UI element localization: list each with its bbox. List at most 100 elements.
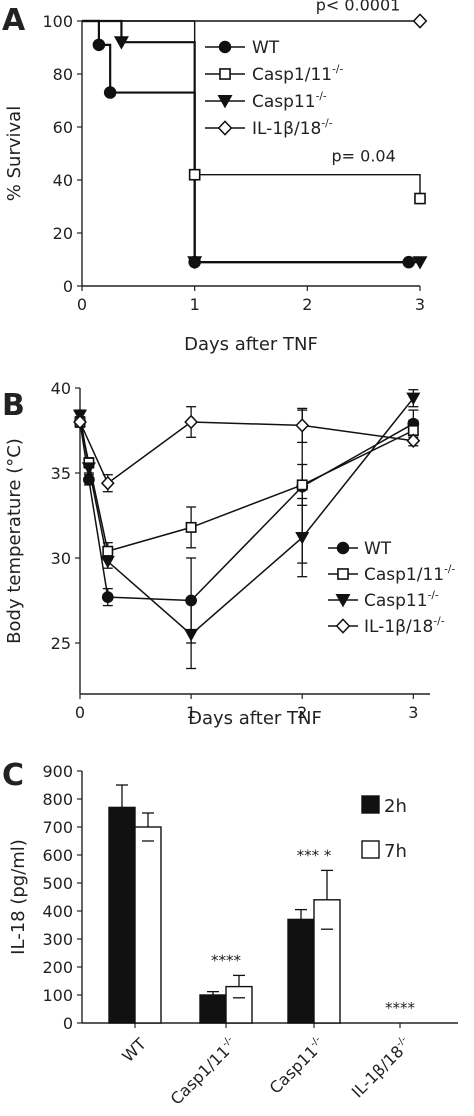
data-point-il-1-18 [406, 433, 421, 448]
data-point-casp11 [187, 256, 203, 270]
data-point-il-1-18 [295, 418, 310, 433]
legend-marker-casp11 [217, 95, 233, 109]
data-point-casp11 [113, 36, 129, 50]
y-tick-label: 40 [51, 379, 71, 398]
legend-swatch-2h [361, 795, 380, 814]
data-point-casp11 [81, 462, 96, 475]
bar-2h-wt [108, 806, 136, 1024]
y-tick-label: 40 [53, 171, 73, 190]
x-tick-label: 1 [190, 295, 200, 314]
legend-label-il-1-18: IL-1β/18-/- [364, 615, 445, 637]
y-tick-label: 900 [42, 762, 73, 781]
x-axis-title: Days after TNF [184, 334, 318, 355]
x-tick-label: 3 [408, 703, 418, 722]
y-tick-label: 200 [42, 958, 73, 977]
legend-label-7h: 7h [384, 841, 407, 862]
data-point-il-1-18 [184, 414, 198, 430]
data-point-casp1-11 [188, 168, 201, 181]
legend-label-casp11: Casp11-/- [364, 589, 439, 611]
legend-label-casp11: Casp11-/- [252, 90, 327, 112]
data-point-il-1-18 [73, 414, 87, 430]
data-point-casp1-11 [414, 192, 426, 205]
legend-marker-casp1-11 [337, 568, 349, 580]
legend-label-casp1-11: Casp1/11-/- [252, 63, 343, 85]
data-point-il-1-18 [412, 13, 428, 29]
series-line-casp1-11 [79, 421, 414, 553]
x-axis-title: Days after TNF [188, 708, 322, 729]
y-tick-label: 500 [42, 874, 73, 893]
panel-label-a: A [2, 3, 26, 38]
p-value-annotation: p< 0.0001 [316, 0, 401, 14]
significance-label: *** * [297, 846, 332, 864]
bar-2h-casp11 [287, 918, 315, 1024]
series-line-casp11 [82, 19, 420, 264]
bar-7h-wt [134, 826, 162, 1024]
series-line-wt [82, 19, 409, 264]
y-tick-label: 60 [53, 118, 73, 137]
legend-marker-il-1-18 [335, 618, 351, 634]
legend-label-2h: 2h [384, 796, 407, 817]
x-tick-label: 0 [75, 703, 85, 722]
significance-label: **** [211, 951, 242, 969]
y-tick-label: 25 [51, 634, 71, 653]
y-tick-label: 400 [42, 902, 73, 921]
y-tick-label: 600 [42, 846, 73, 865]
data-point-casp11 [412, 256, 428, 270]
y-axis-title: IL-18 (pg/ml) [8, 839, 29, 955]
legend-label-wt: WT [364, 539, 392, 559]
data-point-wt [92, 38, 106, 52]
panel-label-b: B [2, 388, 25, 423]
y-tick-label: 30 [51, 549, 71, 568]
x-tick-label: 2 [297, 703, 307, 722]
data-point-wt [83, 473, 95, 486]
y-tick-label: 80 [53, 65, 73, 84]
x-tick-label: 1 [186, 703, 196, 722]
y-tick-label: 100 [42, 12, 73, 31]
bar-7h-casp1-11 [225, 985, 253, 1024]
significance-label: **** [385, 999, 416, 1017]
y-tick-label: 100 [42, 986, 73, 1005]
category-label-casp1-11: Casp1/11-/- [167, 1034, 242, 1109]
data-point-wt [103, 86, 117, 99]
data-point-casp11 [406, 392, 421, 406]
legend: WT Casp1/11-/- Casp11-/- IL-1β/18-/- [328, 539, 455, 637]
y-tick-label: 800 [42, 790, 73, 809]
y-tick-label: 20 [53, 224, 73, 243]
y-axis-title: % Survival [4, 106, 25, 201]
x-tick-label: 0 [77, 295, 87, 314]
data-point-casp11 [100, 555, 115, 569]
legend: 2h 7h [361, 795, 407, 862]
legend-label-casp1-11: Casp1/11-/- [364, 563, 455, 585]
data-point-casp1-11 [185, 521, 197, 533]
data-point-casp11 [184, 628, 199, 642]
bar-2h-casp1-11 [199, 994, 227, 1024]
survival-chart: 0 20 40 60 80 100 0 1 2 3 Days after TNF % Survival… [4, 0, 428, 355]
legend-label-il-1-18: IL-1β/18-/- [252, 117, 333, 139]
legend: WT Casp1/11-/- Casp11-/- IL-1β/18-/- [205, 38, 343, 139]
data-point-wt [185, 594, 197, 607]
category-label-wt: WT [118, 1034, 150, 1066]
il18-bar-chart: 0 100 200 300 400 500 600 700 800 900 IL-18 (pg/ml… [8, 762, 458, 1109]
p-value-annotation: p= 0.04 [332, 146, 396, 165]
data-point-casp11 [295, 532, 310, 545]
y-tick-label: 0 [63, 277, 73, 296]
legend-marker-casp1-11 [219, 68, 231, 80]
category-label-il-1-18: IL-1β/18-/- [348, 1034, 415, 1101]
data-point-casp1-11 [102, 545, 114, 557]
temperature-chart: 25 30 35 40 0 1 2 3 Days after TNF Body temperatu… [4, 379, 455, 729]
y-tick-label: 35 [51, 464, 71, 483]
y-axis-title: Body temperature (°C) [4, 438, 25, 644]
data-point-wt [101, 591, 114, 603]
series-line-casp1-11 [82, 20, 421, 199]
legend-marker-il-1-18 [217, 120, 233, 136]
legend-marker-wt [336, 541, 350, 555]
legend-marker-casp11 [335, 594, 351, 608]
legend-marker-wt [218, 40, 232, 54]
x-tick-label: 3 [415, 295, 425, 314]
x-tick-label: 2 [302, 295, 312, 314]
data-point-wt [402, 255, 415, 269]
bar-7h-casp11 [313, 899, 341, 1024]
legend-swatch-7h [361, 840, 380, 859]
data-point-casp1-11 [296, 479, 308, 491]
panel-label-c: C [2, 758, 24, 793]
